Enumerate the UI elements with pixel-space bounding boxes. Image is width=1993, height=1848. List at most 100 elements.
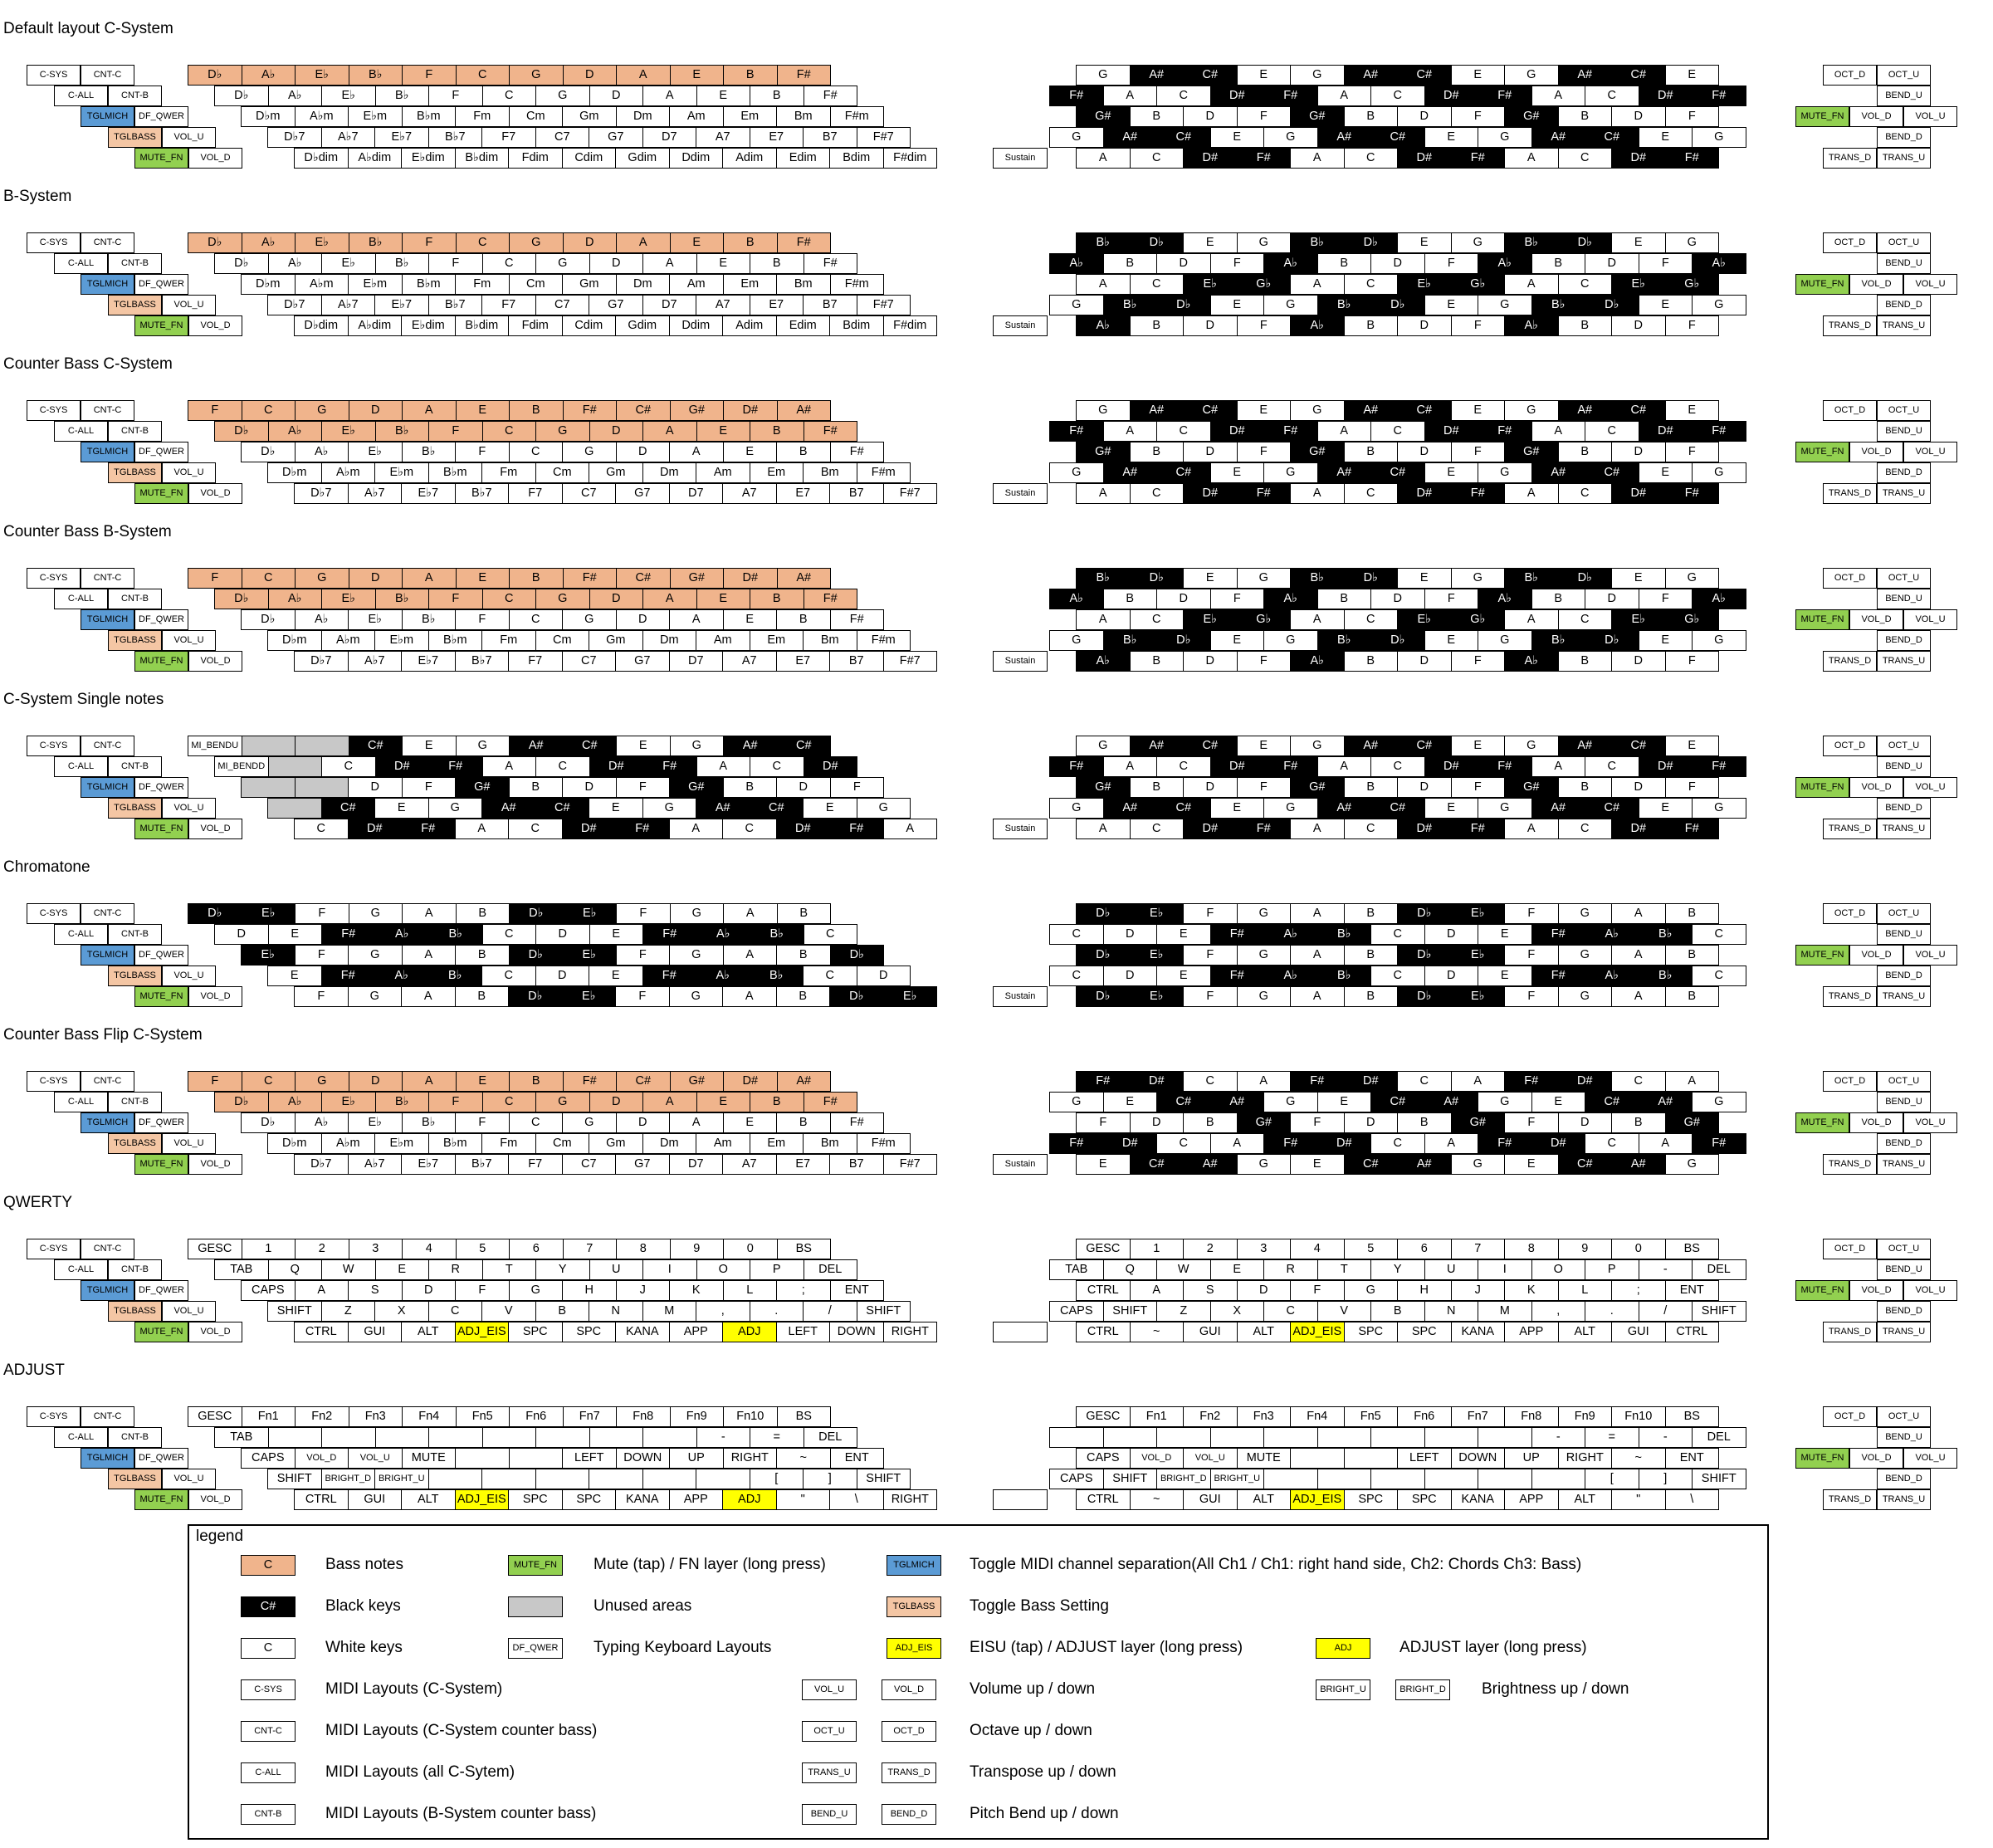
right-key-3-4-1[interactable]: B [1129,651,1184,672]
right-key-3-0-4[interactable]: B♭ [1290,568,1345,589]
control-key-cnt-c[interactable]: CNT-C [81,736,134,756]
right-key-4-2-10[interactable]: D [1611,777,1666,798]
control-key-tglmich[interactable]: TGLMICH [81,442,134,462]
right-key-7-1-12[interactable]: DEL [1692,1259,1746,1280]
right-control-oct-u[interactable]: OCT_U [1877,232,1931,253]
key-5-0-1[interactable]: E♭ [241,903,296,924]
key-1-4-8[interactable]: Adim [722,315,777,336]
key-3-2-5[interactable]: C [508,609,563,630]
key-3-3-11[interactable]: F#m [856,630,911,651]
right-key-1-0-7[interactable]: G [1450,232,1505,253]
right-key-7-4-1[interactable]: ~ [1129,1322,1184,1342]
key-3-0-2[interactable]: G [295,568,349,589]
right-control-trans-u[interactable]: TRANS_U [1877,148,1931,169]
right-key-4-4-10[interactable]: D# [1611,819,1666,839]
right-key-5-0-4[interactable]: A [1290,903,1345,924]
key-7-4-1[interactable]: GUI [347,1322,402,1342]
key-8-1-8[interactable] [642,1427,697,1448]
right-key-4-3-11[interactable]: E [1638,798,1693,819]
right-key-0-3-1[interactable]: A# [1102,127,1157,148]
right-key-4-4-9[interactable]: C [1557,819,1612,839]
control-key-vol-d[interactable]: VOL_D [188,651,242,672]
key-4-2-2[interactable]: D [348,777,403,798]
key-0-2-6[interactable]: Gm [562,106,617,127]
right-key-1-3-1[interactable]: B♭ [1102,295,1157,315]
right-key-4-0-11[interactable]: E [1664,736,1719,756]
right-key-3-4-7[interactable]: F [1450,651,1505,672]
right-key-2-2-2[interactable]: D [1183,442,1238,462]
key-7-1-2[interactable]: W [321,1259,376,1280]
right-key-3-4-8[interactable]: A♭ [1504,651,1559,672]
control-key-cnt-b[interactable]: CNT-B [108,1427,162,1448]
right-key-7-2-11[interactable]: ENT [1664,1280,1719,1301]
right-key-2-3-8[interactable]: G [1478,462,1532,483]
key-6-2-0[interactable]: D♭ [241,1112,296,1133]
right-key-6-2-11[interactable]: G# [1664,1112,1719,1133]
right-key-1-3-10[interactable]: D♭ [1585,295,1639,315]
key-4-2-10[interactable]: D [776,777,831,798]
key-0-0-9[interactable]: E [669,65,724,86]
key-7-4-0[interactable]: CTRL [294,1322,349,1342]
key-4-2-6[interactable]: D [562,777,617,798]
key-6-4-10[interactable]: B7 [829,1154,884,1175]
right-key-2-0-1[interactable]: A# [1129,400,1184,421]
right-key-6-3-2[interactable]: C [1156,1133,1211,1154]
right-key-5-3-3[interactable]: F# [1209,966,1264,986]
right-key-7-3-3[interactable]: X [1209,1301,1264,1322]
right-key-5-0-3[interactable]: G [1236,903,1291,924]
key-6-0-2[interactable]: G [295,1071,349,1092]
control-key-cnt-c[interactable]: CNT-C [81,232,134,253]
right-key-4-0-1[interactable]: A# [1129,736,1184,756]
key-4-4-8[interactable]: C [722,819,777,839]
right-key-4-4-7[interactable]: F# [1450,819,1505,839]
key-7-1-0[interactable]: TAB [214,1259,269,1280]
right-key-4-1-12[interactable]: F# [1692,756,1746,777]
right-control-trans-d[interactable]: TRANS_D [1823,651,1877,672]
right-key-2-2-1[interactable]: B [1129,442,1184,462]
key-4-3-7[interactable]: G [642,798,696,819]
right-key-1-1-11[interactable]: F [1638,253,1693,274]
key-7-2-5[interactable]: G [508,1280,563,1301]
right-key-4-1-6[interactable]: C [1370,756,1425,777]
right-key-5-0-2[interactable]: F [1183,903,1238,924]
right-key-0-1-12[interactable]: F# [1692,86,1746,106]
right-key-6-0-2[interactable]: C [1183,1071,1238,1092]
key-5-4-10[interactable]: D♭ [829,986,884,1007]
right-key-1-1-7[interactable]: F [1424,253,1478,274]
right-key-6-0-4[interactable]: F# [1290,1071,1345,1092]
right-control-mute-fn[interactable]: MUTE_FN [1795,1280,1849,1301]
key-3-1-7[interactable]: D [589,589,643,609]
key-4-1-2[interactable]: C [321,756,376,777]
right-key-7-2-8[interactable]: K [1504,1280,1559,1301]
right-key-5-4-9[interactable]: G [1557,986,1612,1007]
key-3-0-6[interactable]: B [509,568,564,589]
control-key-cnt-c[interactable]: CNT-C [81,568,134,589]
right-key-0-2-1[interactable]: B [1129,106,1184,127]
key-5-1-6[interactable]: D [535,924,590,945]
right-key-2-1-4[interactable]: F# [1263,421,1318,442]
key-7-3-11[interactable]: SHIFT [856,1301,911,1322]
key-3-1-8[interactable]: A [642,589,697,609]
right-key-0-4-6[interactable]: D# [1397,148,1452,169]
right-key-4-3-0[interactable]: G [1049,798,1104,819]
key-2-3-1[interactable]: A♭m [320,462,375,483]
right-key-8-0-11[interactable]: BS [1664,1406,1719,1427]
right-key-4-1-5[interactable]: A [1316,756,1371,777]
right-key-8-2-10[interactable]: ~ [1611,1448,1666,1469]
control-key-cnt-b[interactable]: CNT-B [108,1259,162,1280]
right-key-7-3-5[interactable]: V [1316,1301,1371,1322]
key-1-0-5[interactable]: C [455,232,510,253]
right-key-5-0-0[interactable]: D♭ [1076,903,1131,924]
right-key-3-0-1[interactable]: D♭ [1129,568,1184,589]
right-key-5-0-9[interactable]: G [1557,903,1612,924]
key-2-2-8[interactable]: A [669,442,724,462]
key-2-4-6[interactable]: G7 [615,483,670,504]
right-key-6-0-11[interactable]: A [1664,1071,1719,1092]
key-3-3-9[interactable]: Em [749,630,804,651]
right-control-vol-u[interactable]: VOL_U [1903,1280,1957,1301]
right-key-1-0-10[interactable]: E [1611,232,1666,253]
key-2-4-1[interactable]: A♭7 [347,483,402,504]
right-key-0-0-1[interactable]: A# [1129,65,1184,86]
key-6-4-4[interactable]: F7 [508,1154,563,1175]
key-3-4-11[interactable]: F#7 [882,651,937,672]
